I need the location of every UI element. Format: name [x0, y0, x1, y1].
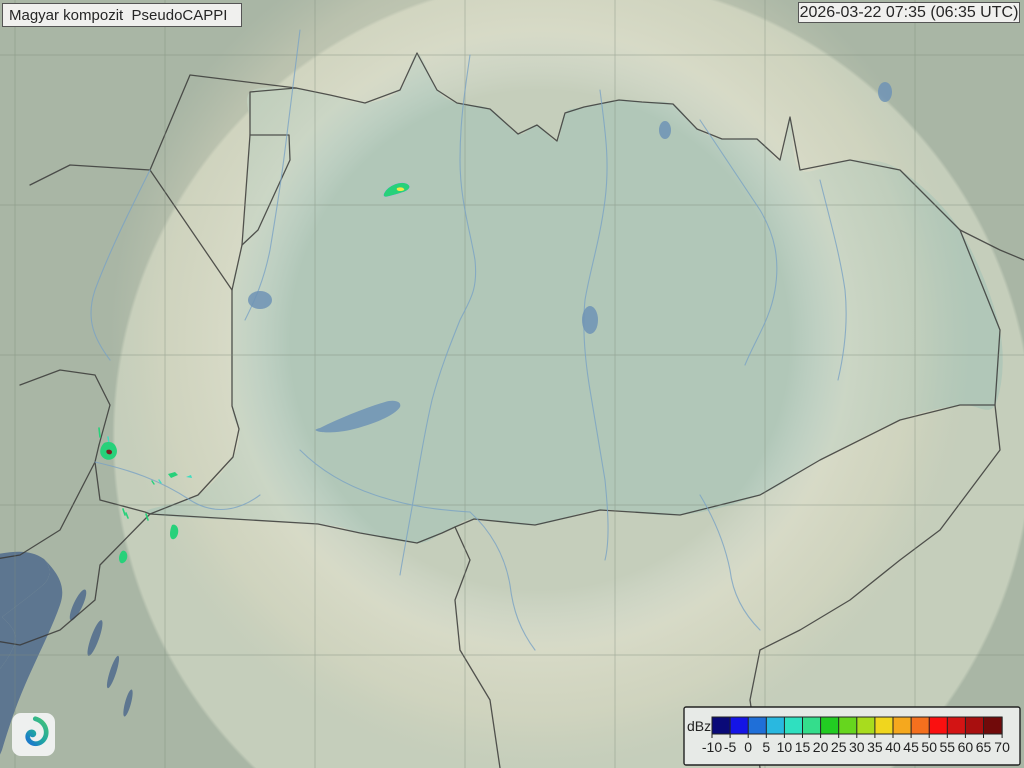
svg-text:40: 40 [885, 739, 901, 755]
svg-text:25: 25 [831, 739, 847, 755]
svg-text:-5: -5 [724, 739, 737, 755]
svg-text:-10: -10 [702, 739, 722, 755]
svg-text:65: 65 [976, 739, 992, 755]
svg-text:dBz: dBz [687, 718, 711, 734]
svg-text:60: 60 [958, 739, 974, 755]
svg-text:70: 70 [994, 739, 1010, 755]
svg-text:5: 5 [762, 739, 770, 755]
svg-text:15: 15 [795, 739, 811, 755]
svg-text:55: 55 [940, 739, 956, 755]
svg-text:10: 10 [777, 739, 793, 755]
svg-text:50: 50 [921, 739, 937, 755]
svg-text:20: 20 [813, 739, 829, 755]
svg-text:0: 0 [744, 739, 752, 755]
svg-text:45: 45 [903, 739, 919, 755]
svg-text:35: 35 [867, 739, 883, 755]
svg-text:30: 30 [849, 739, 865, 755]
